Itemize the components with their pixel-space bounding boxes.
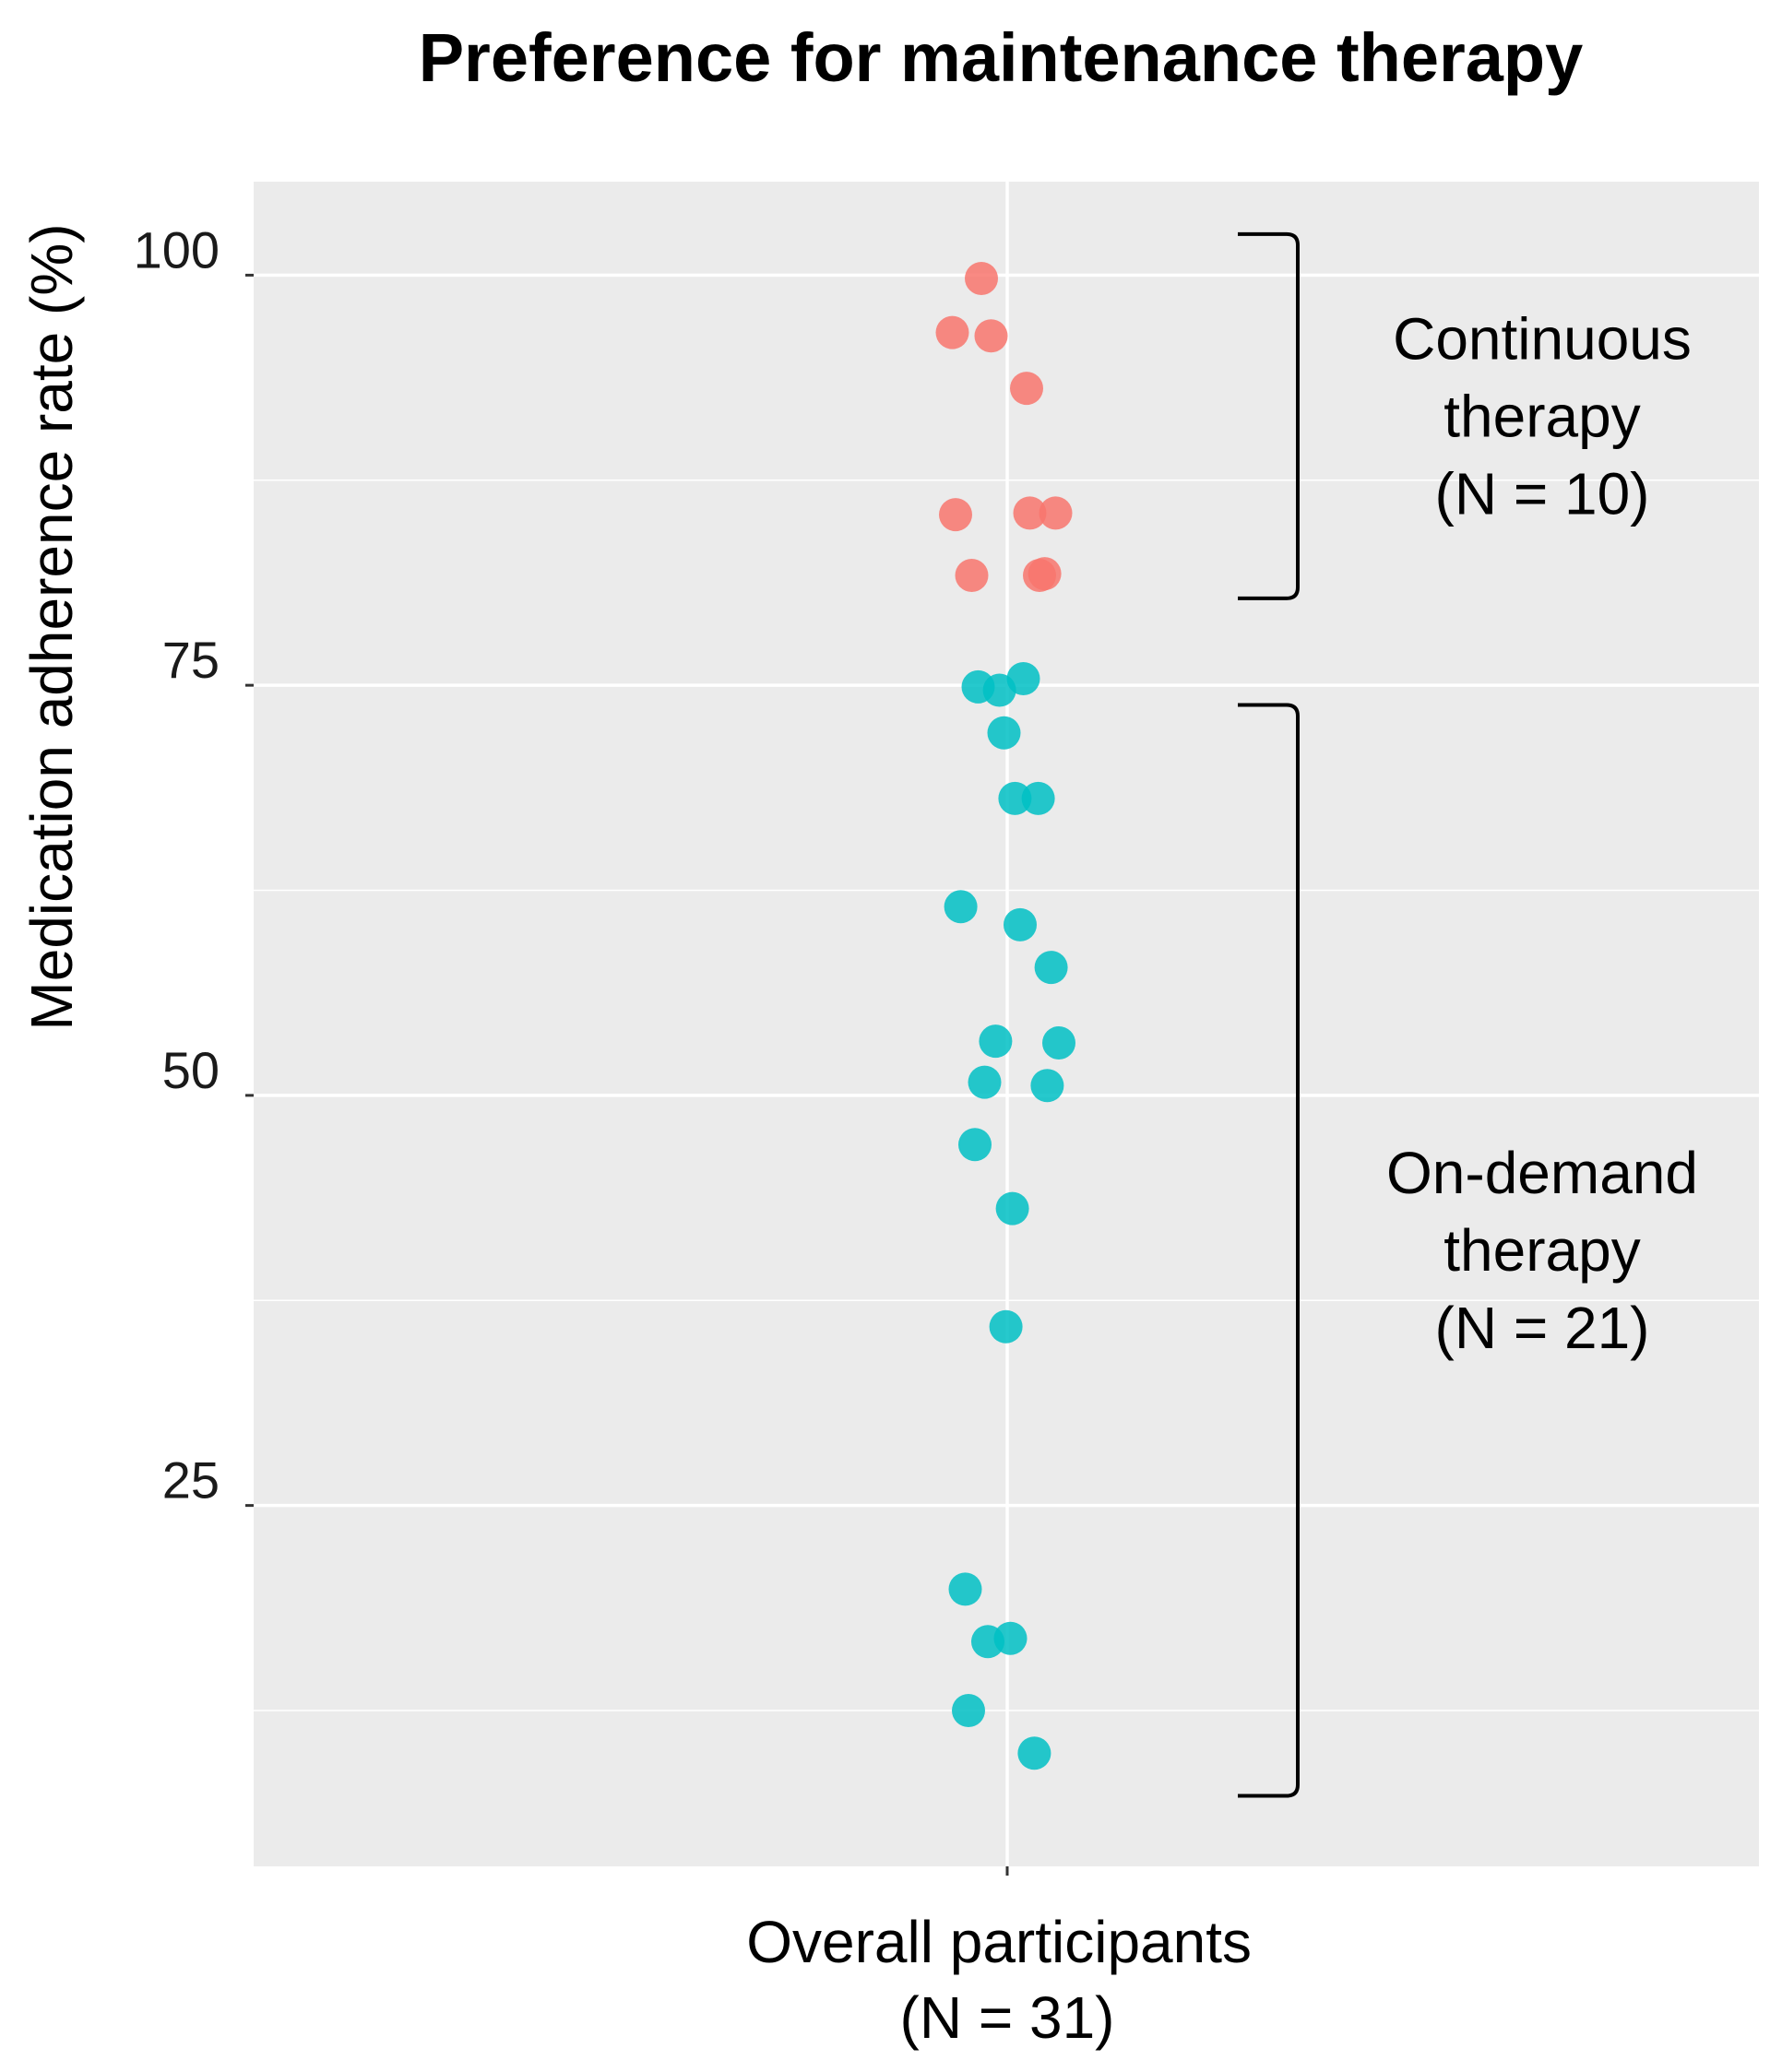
- data-point: [1039, 496, 1073, 530]
- data-point: [935, 315, 969, 349]
- data-point: [998, 781, 1032, 815]
- data-point: [1034, 951, 1068, 985]
- group-annotation: On-demand therapy (N = 21): [1386, 1140, 1698, 1361]
- data-point: [987, 716, 1021, 750]
- group-annotation: Continuous therapy (N = 10): [1393, 305, 1692, 527]
- y-tick-label: 50: [162, 1041, 220, 1099]
- group-annotation-line: therapy: [1443, 383, 1640, 449]
- data-point: [958, 1128, 992, 1162]
- data-point: [965, 261, 998, 295]
- data-point: [948, 1572, 982, 1606]
- data-point: [1021, 781, 1055, 815]
- group-bracket: [1238, 703, 1300, 1798]
- data-point: [1010, 372, 1043, 406]
- data-point: [968, 1065, 1002, 1099]
- data-point: [995, 1191, 1029, 1225]
- data-point: [1028, 557, 1062, 591]
- data-point: [989, 1309, 1023, 1344]
- data-point: [939, 498, 972, 532]
- group-bracket: [1238, 231, 1300, 600]
- data-point: [1017, 1736, 1051, 1770]
- data-points: [935, 261, 1075, 1770]
- group-annotation-line: On-demand: [1386, 1140, 1698, 1206]
- group-annotation-line: (N = 10): [1435, 460, 1650, 527]
- major-gridlines: [254, 182, 1759, 1866]
- data-point: [1042, 1025, 1075, 1060]
- data-point: [1006, 662, 1040, 696]
- data-point: [979, 1024, 1013, 1059]
- x-axis-title: Overall participants (N = 31): [746, 1909, 1268, 2051]
- x-axis-title-line-2: (N = 31): [900, 1984, 1115, 2051]
- group-annotation-line: (N = 21): [1435, 1295, 1650, 1361]
- data-point: [974, 319, 1008, 353]
- y-axis: 25 50 75 100: [134, 220, 254, 1510]
- x-axis-title-line-1: Overall participants: [746, 1909, 1252, 1975]
- data-point: [993, 1621, 1028, 1655]
- group-annotation-line: therapy: [1443, 1217, 1640, 1284]
- y-tick-label: 75: [162, 631, 220, 689]
- data-point: [1004, 907, 1037, 941]
- data-point: [1013, 496, 1047, 530]
- y-tick-label: 25: [162, 1451, 220, 1510]
- data-point: [955, 558, 989, 592]
- group-annotation-line: Continuous: [1393, 305, 1692, 372]
- group-brackets: Continuous therapy (N = 10) On-demand therap…: [1238, 231, 1698, 1798]
- y-tick-label: 100: [134, 220, 220, 278]
- data-point: [1030, 1069, 1064, 1103]
- data-point: [952, 1693, 985, 1727]
- y-axis-title: Medication adherence rate (%): [18, 223, 85, 1030]
- chart-title: Preference for maintenance therapy: [419, 19, 1584, 96]
- data-point: [944, 890, 978, 924]
